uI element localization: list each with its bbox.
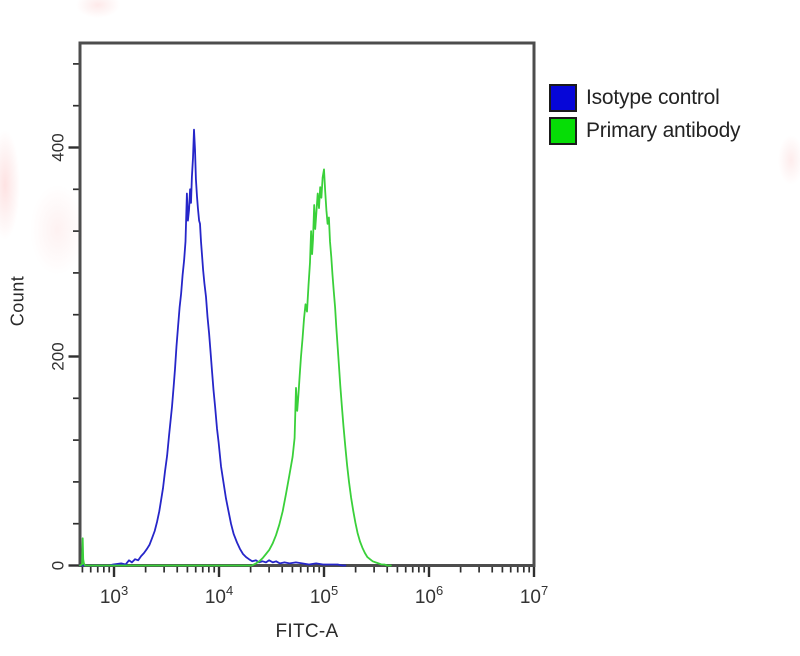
- y-axis-title: Count: [7, 275, 28, 327]
- legend-label-primary-antibody: Primary antibody: [586, 119, 741, 142]
- x-axis-minor-ticks: [81, 567, 531, 573]
- series-curve-0: [79, 128, 347, 567]
- series-curve-1: [79, 168, 392, 567]
- x-tick-label: 106: [415, 583, 443, 608]
- legend-item-isotype-control: Isotype control: [549, 84, 740, 112]
- x-tick-label: 103: [100, 583, 128, 608]
- plot-frame: [78, 41, 536, 567]
- y-tick-label: 400: [49, 133, 68, 161]
- y-axis-major-ticks: 0 200 400: [49, 133, 79, 570]
- x-tick-label: 107: [520, 583, 548, 608]
- x-tick-label: 104: [205, 583, 233, 608]
- x-axis-major-ticks: 103 104 105 106 107: [100, 567, 548, 608]
- y-tick-label: 200: [49, 342, 68, 370]
- isotype-control-swatch: [549, 84, 577, 112]
- primary-antibody-swatch: [549, 117, 577, 145]
- x-tick-label: 105: [310, 583, 338, 608]
- legend-label-isotype-control: Isotype control: [586, 86, 720, 109]
- legend: Isotype control Primary antibody: [549, 84, 741, 145]
- y-tick-label: 0: [49, 561, 68, 570]
- x-axis-title: FITC-A: [275, 621, 339, 642]
- legend-item-primary-antibody: Primary antibody: [549, 117, 741, 145]
- y-axis-minor-ticks: [73, 63, 79, 525]
